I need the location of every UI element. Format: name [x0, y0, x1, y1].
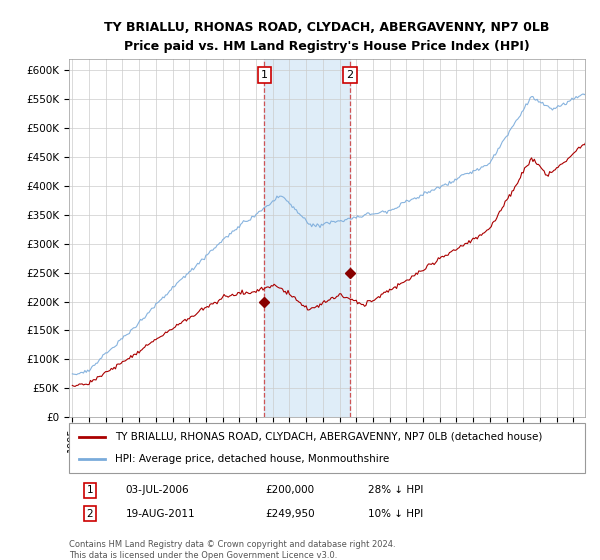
Text: HPI: Average price, detached house, Monmouthshire: HPI: Average price, detached house, Monm…: [115, 454, 389, 464]
Text: 19-AUG-2011: 19-AUG-2011: [126, 508, 196, 519]
Text: 28% ↓ HPI: 28% ↓ HPI: [368, 485, 424, 495]
Title: TY BRIALLU, RHONAS ROAD, CLYDACH, ABERGAVENNY, NP7 0LB
Price paid vs. HM Land Re: TY BRIALLU, RHONAS ROAD, CLYDACH, ABERGA…: [104, 21, 550, 53]
Text: TY BRIALLU, RHONAS ROAD, CLYDACH, ABERGAVENNY, NP7 0LB (detached house): TY BRIALLU, RHONAS ROAD, CLYDACH, ABERGA…: [115, 432, 543, 442]
Bar: [265, 59, 350, 417]
Text: 2: 2: [346, 70, 353, 80]
Text: 1: 1: [261, 70, 268, 80]
Text: 2: 2: [86, 508, 93, 519]
Text: 10% ↓ HPI: 10% ↓ HPI: [368, 508, 424, 519]
Text: £249,950: £249,950: [265, 508, 315, 519]
Text: 03-JUL-2006: 03-JUL-2006: [126, 485, 190, 495]
FancyBboxPatch shape: [69, 423, 585, 473]
Text: £200,000: £200,000: [265, 485, 314, 495]
Text: Contains HM Land Registry data © Crown copyright and database right 2024.
This d: Contains HM Land Registry data © Crown c…: [69, 540, 395, 559]
Text: 1: 1: [86, 485, 93, 495]
